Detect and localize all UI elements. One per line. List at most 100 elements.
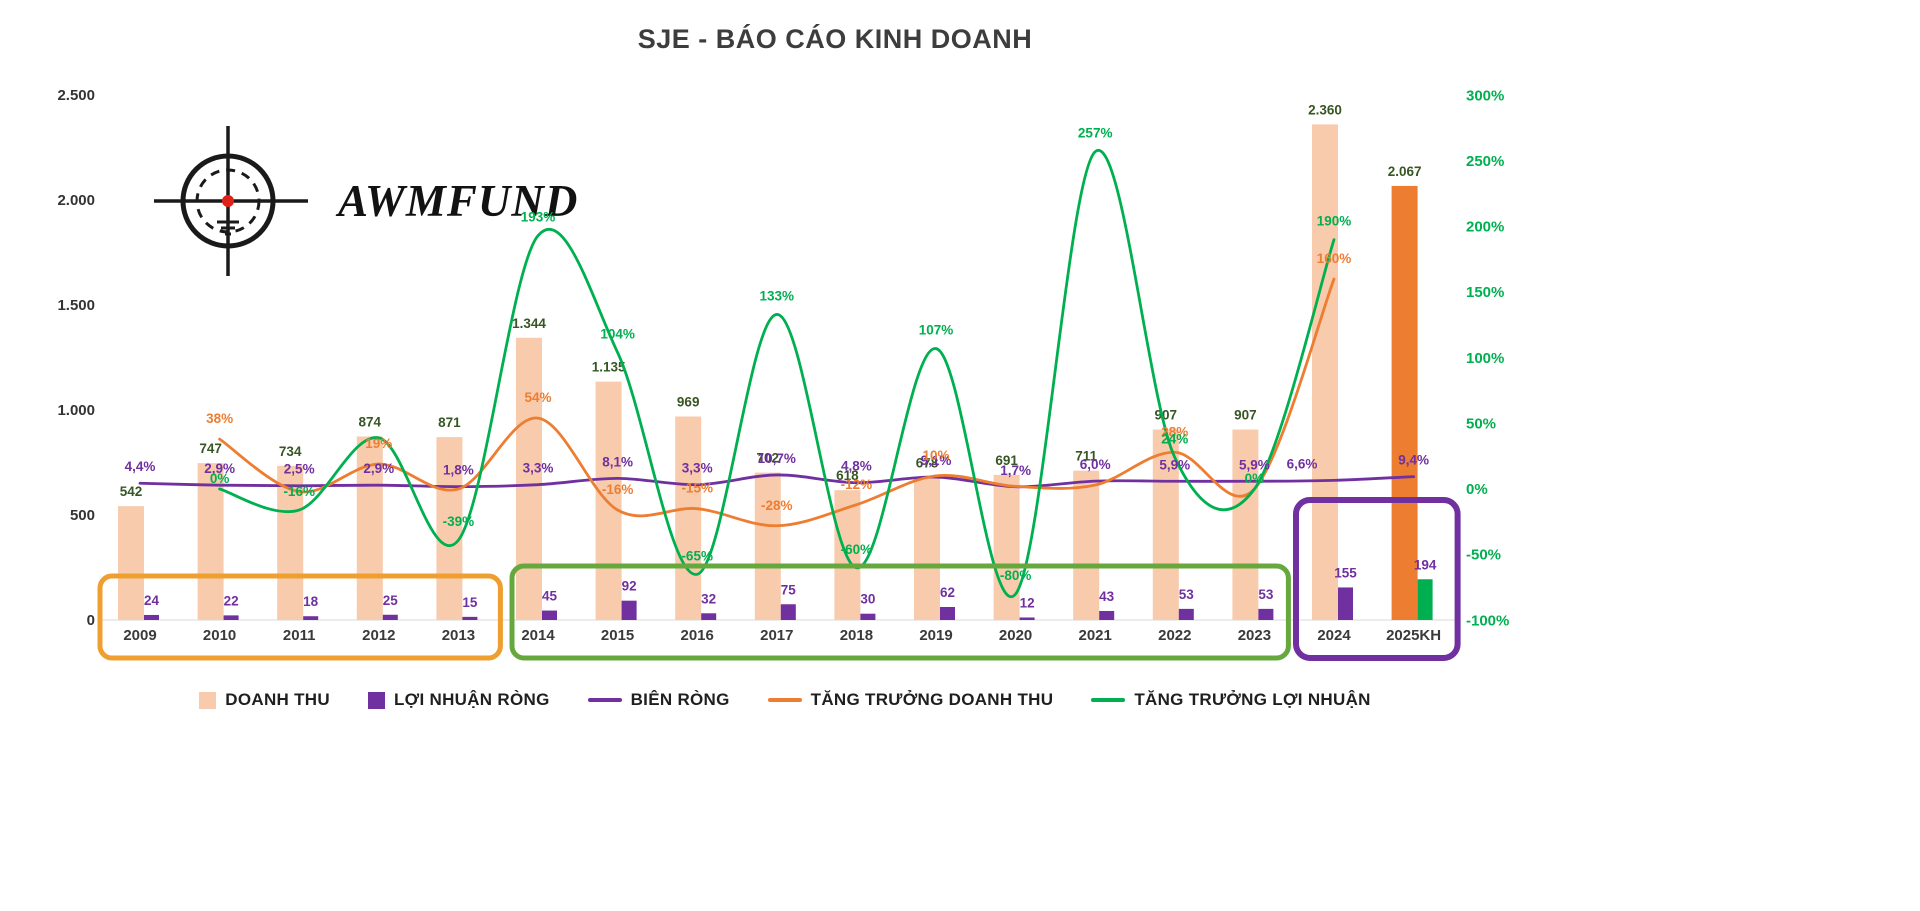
revenue-bar — [1152, 429, 1179, 620]
year-label: 2025KH — [1386, 627, 1441, 644]
year-label: 2018 — [840, 627, 873, 644]
right-axis-tick: 250% — [1466, 153, 1504, 170]
left-axis-tick: 2.500 — [57, 87, 95, 104]
profit-growth-label: 107% — [919, 323, 954, 338]
profit-growth-label: 0% — [1245, 471, 1265, 486]
right-axis-tick: 100% — [1466, 350, 1504, 367]
revenue-label: 542 — [120, 484, 143, 499]
net-profit-bar — [940, 606, 955, 620]
legend-label: DOANH THU — [225, 690, 330, 709]
year-label: 2022 — [1158, 627, 1191, 644]
profit-growth-label: -39% — [443, 514, 475, 529]
revenue-growth-label: 28% — [1161, 424, 1188, 439]
right-axis-tick: 200% — [1466, 219, 1504, 236]
net-margin-label: 9,4% — [1398, 453, 1429, 468]
net-margin-label: 4,4% — [125, 459, 156, 474]
crosshair-logo-icon — [154, 126, 308, 276]
left-axis-tick: 500 — [70, 507, 95, 524]
revenue-label: 702 — [757, 451, 780, 466]
net-profit-label: 22 — [224, 593, 239, 608]
net-profit-label: 43 — [1099, 589, 1115, 604]
profit-growth-label: -60% — [841, 542, 873, 557]
legend-line-swatch — [587, 698, 622, 702]
revenue-label: 734 — [279, 444, 302, 459]
right-axis-tick: -50% — [1466, 547, 1501, 564]
profit-growth-label: 190% — [1317, 214, 1352, 229]
revenue-bar — [197, 463, 224, 620]
revenue-growth-label: -28% — [761, 498, 793, 513]
revenue-label: 1.344 — [512, 316, 546, 331]
net-profit-bar — [1178, 608, 1194, 620]
net-profit-bar — [542, 610, 557, 620]
net-profit-label: 25 — [383, 593, 399, 608]
profit-growth-label: -65% — [681, 548, 713, 563]
left-axis-tick: 2.000 — [57, 192, 95, 209]
year-label: 2011 — [283, 627, 316, 644]
year-label: 2019 — [919, 627, 952, 644]
year-label: 2021 — [1079, 627, 1112, 644]
revenue-label: 2.360 — [1308, 102, 1342, 117]
net-profit-label: 75 — [781, 582, 797, 597]
legend-line-swatch — [767, 698, 802, 702]
net-profit-label: 53 — [1258, 587, 1274, 602]
net-profit-bar — [1019, 617, 1035, 620]
year-label: 2014 — [521, 627, 555, 644]
profit-growth-label: -80% — [1000, 568, 1032, 583]
revenue-label: 907 — [1234, 408, 1257, 423]
revenue-growth-label: -16% — [602, 482, 634, 497]
revenue-bar — [436, 437, 463, 620]
year-label: 2016 — [681, 627, 714, 644]
net-margin-label: 3,3% — [682, 461, 713, 476]
net-profit-bar — [462, 616, 478, 620]
revenue-bar — [516, 337, 542, 620]
net-profit-bar — [1338, 587, 1353, 620]
brand-logo: AWMFUND — [148, 118, 578, 284]
right-axis-tick: 300% — [1466, 87, 1504, 104]
legend-square-swatch — [199, 691, 217, 709]
left-axis-tick: 1.000 — [57, 402, 95, 419]
profit-growth-label: -16% — [283, 484, 315, 499]
revenue-growth-label: -15% — [681, 481, 713, 496]
net-margin-label: 4,8% — [841, 459, 872, 474]
revenue-growth-label: 160% — [1317, 251, 1352, 266]
revenue-label: 907 — [1155, 408, 1178, 423]
net-profit-label: 62 — [940, 585, 955, 600]
legend-item: TĂNG TRƯỞNG LỢI NHUẬN — [1091, 690, 1370, 710]
revenue-label: 747 — [199, 441, 222, 456]
legend-square-swatch — [367, 691, 385, 709]
net-profit-label: 32 — [701, 591, 716, 606]
net-margin-label: 6,6% — [1287, 456, 1318, 471]
net-margin-label: 1,8% — [443, 463, 474, 478]
net-profit-label: 92 — [622, 579, 637, 594]
year-label: 2020 — [999, 627, 1032, 644]
revenue-label: 874 — [359, 414, 382, 429]
revenue-label: 1.135 — [592, 360, 626, 375]
net-profit-label: 30 — [860, 592, 875, 607]
revenue-growth-line — [218, 277, 1336, 528]
right-axis-tick: -100% — [1466, 612, 1509, 629]
right-axis-tick: 0% — [1466, 481, 1488, 498]
legend-label: TĂNG TRƯỞNG DOANH THU — [810, 690, 1054, 709]
revenue-growth-label: 19% — [365, 436, 392, 451]
legend-item: BIÊN RÒNG — [587, 690, 730, 710]
left-axis-tick: 1.500 — [57, 297, 95, 314]
revenue-label: 711 — [1075, 449, 1097, 464]
legend-label: TĂNG TRƯỞNG LỢI NHUẬN — [1134, 690, 1371, 709]
profit-growth-line — [218, 149, 1336, 599]
revenue-label: 691 — [995, 453, 1018, 468]
year-label: 2010 — [203, 627, 236, 644]
net-profit-bar — [1417, 579, 1433, 620]
net-profit-bar — [701, 613, 717, 620]
net-margin-label: 8,1% — [602, 454, 633, 469]
net-profit-label: 15 — [462, 595, 478, 610]
revenue-bar — [1391, 185, 1418, 620]
net-profit-label: 12 — [1020, 595, 1035, 610]
orange-highlight-2009-2013 — [97, 573, 503, 661]
net-profit-label: 53 — [1179, 587, 1195, 602]
revenue-bar — [1312, 124, 1338, 621]
revenue-growth-label: -12% — [841, 477, 873, 492]
revenue-growth-label: 10% — [922, 448, 949, 463]
year-label: 2024 — [1317, 627, 1351, 644]
